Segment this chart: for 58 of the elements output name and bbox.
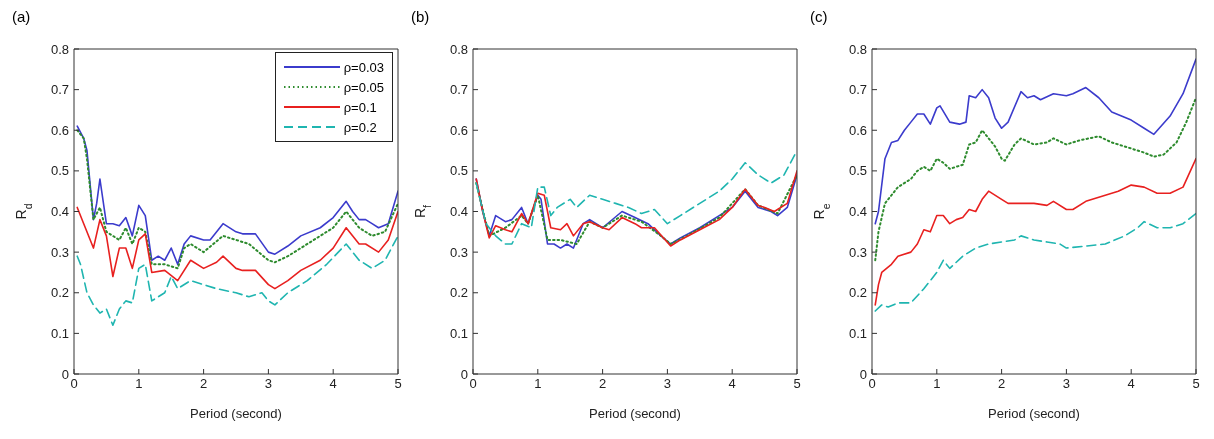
x-tick-label: 4 [329, 376, 337, 392]
x-tick-label: 3 [264, 376, 273, 392]
chart-title: (c) [810, 8, 828, 25]
line-series [874, 96, 1196, 262]
y-tick-label: 0.5 [50, 163, 69, 179]
y-tick-label: 0.3 [50, 244, 69, 260]
y-tick-label: 0.6 [449, 122, 468, 138]
x-tick-label: 3 [663, 376, 672, 392]
x-tick-label: 4 [1127, 376, 1135, 392]
chart-title: (b) [411, 8, 430, 25]
y-tick-label: 0.8 [449, 41, 468, 57]
y-tick-label: 0.7 [50, 82, 69, 98]
y-tick-label: 0.7 [449, 82, 468, 98]
x-axis-title: Period (second) [190, 406, 282, 421]
x-axis-title: Period (second) [988, 406, 1080, 421]
line-series [76, 206, 398, 290]
legend-label: ρ=0.05 [343, 79, 384, 95]
x-tick-label: 2 [598, 376, 607, 392]
y-tick-label: 0 [61, 366, 69, 382]
x-axis-title: Period (second) [589, 406, 681, 421]
y-tick-label: 0.8 [848, 41, 867, 57]
legend-label: ρ=0.1 [343, 99, 377, 115]
x-tick-label: 2 [199, 376, 208, 392]
y-tick-label: 0.5 [848, 163, 867, 179]
x-tick-label: 5 [394, 376, 402, 392]
y-tick-label: 0.3 [449, 244, 468, 260]
chart-title: (a) [12, 8, 31, 25]
line-series [874, 58, 1196, 225]
x-tick-label: 1 [135, 376, 143, 392]
y-tick-label: 0.1 [848, 325, 867, 341]
y-tick-label: 0.7 [848, 82, 867, 98]
y-tick-label: 0.1 [50, 325, 69, 341]
x-tick-label: 2 [997, 376, 1006, 392]
y-tick-label: 0.3 [848, 244, 867, 260]
x-tick-label: 1 [933, 376, 941, 392]
y-tick-label: 0.4 [848, 204, 867, 220]
x-tick-label: 4 [728, 376, 736, 392]
y-tick-label: 0.8 [50, 41, 69, 57]
y-tick-label: 0.1 [449, 325, 468, 341]
y-tick-label: 0 [460, 366, 468, 382]
y-tick-label: 0.2 [50, 285, 69, 301]
y-tick-label: 0.2 [449, 285, 468, 301]
x-tick-label: 1 [534, 376, 542, 392]
y-tick-label: 0 [859, 366, 867, 382]
x-tick-label: 5 [793, 376, 801, 392]
x-tick-label: 5 [1192, 376, 1200, 392]
y-tick-label: 0.6 [50, 122, 69, 138]
legend-label: ρ=0.03 [343, 59, 384, 75]
y-tick-label: 0.4 [449, 204, 468, 220]
line-series [874, 212, 1196, 312]
line-series [874, 157, 1196, 306]
legend-label: ρ=0.2 [343, 119, 377, 135]
line-series [76, 235, 398, 327]
y-tick-label: 0.2 [848, 285, 867, 301]
x-tick-label: 3 [1062, 376, 1071, 392]
y-tick-label: 0.5 [449, 163, 468, 179]
y-tick-label: 0.4 [50, 204, 69, 220]
y-tick-label: 0.6 [848, 122, 867, 138]
